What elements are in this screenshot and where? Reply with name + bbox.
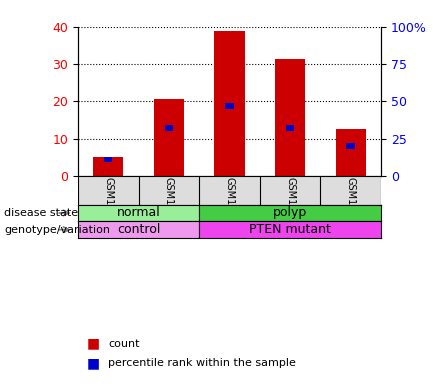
Bar [275,58,305,176]
Bar [154,99,184,176]
Text: percentile rank within the sample: percentile rank within the sample [108,358,296,368]
Text: normal: normal [116,207,161,220]
Text: GSM140818: GSM140818 [346,177,356,236]
Text: disease state: disease state [4,208,78,218]
Text: genotype/variation: genotype/variation [4,225,110,235]
Bar [93,157,123,176]
Bar [78,205,199,221]
Text: GSM140817: GSM140817 [285,177,295,236]
Text: GSM140816: GSM140816 [164,177,174,236]
Bar [78,221,199,238]
Text: control: control [117,223,160,236]
Bar [199,205,381,221]
Text: PTEN mutant: PTEN mutant [249,223,331,236]
Bar [225,103,234,109]
Text: GSM140792: GSM140792 [103,177,113,236]
Bar [214,31,245,176]
Bar [104,157,113,162]
Text: ■: ■ [87,337,100,351]
Bar [346,143,355,149]
Text: ■: ■ [87,356,100,370]
Bar [165,125,173,131]
Bar [336,129,366,176]
Text: count: count [108,339,140,349]
Bar [199,221,381,238]
Text: polyp: polyp [273,207,307,220]
Bar [286,125,294,131]
Text: GSM140813: GSM140813 [224,177,235,236]
